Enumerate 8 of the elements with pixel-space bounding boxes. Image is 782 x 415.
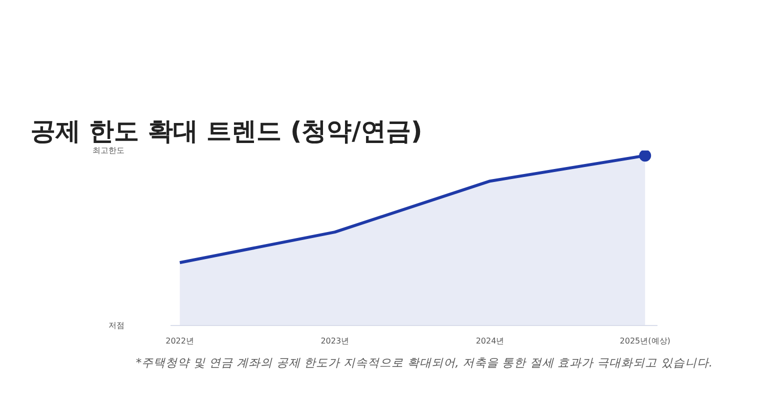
x-tick-label: 2024년: [476, 336, 504, 346]
text: 최고한도: [92, 146, 124, 155]
x-tick-label: 2023년: [320, 336, 350, 346]
text: *주택청약 및 연금 계좌의 공제 한도가 지속적으로 확대되어, 저축을 통한 절세 효과가 극대화되고 있습니다.: [136, 356, 713, 370]
text: 저점: [108, 321, 124, 330]
chart-title: 공제 한도 확대 트렌드 (청약/연금): [30, 116, 422, 146]
x-tick-label: 2025년(예상): [620, 336, 670, 346]
x-tick-label: 2022년: [166, 336, 194, 346]
